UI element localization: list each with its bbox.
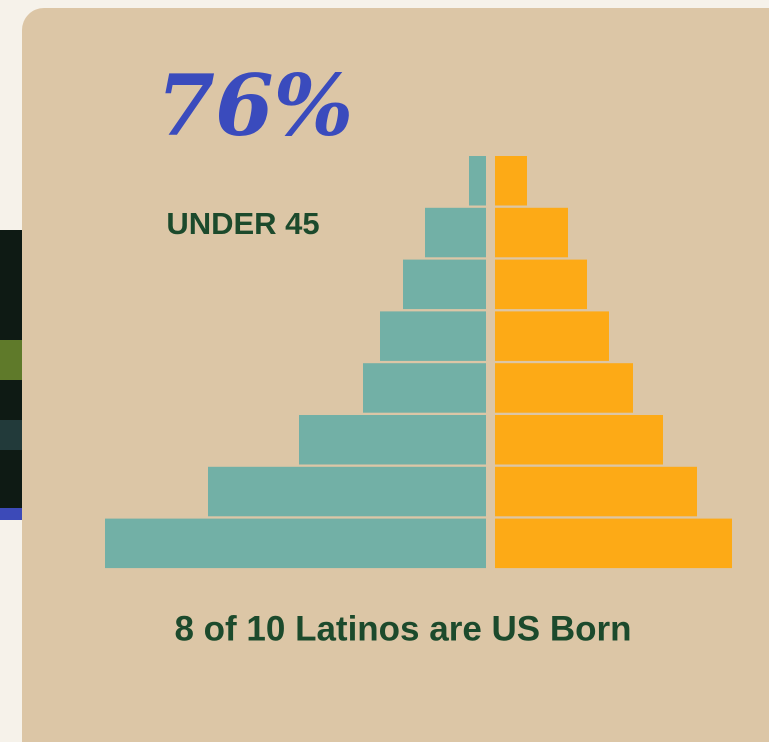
left-bar	[105, 519, 486, 569]
left-bar	[299, 415, 486, 465]
right-bar	[495, 311, 609, 361]
right-bar	[495, 208, 568, 257]
right-bar	[495, 363, 633, 413]
left-bar	[425, 208, 486, 257]
headline: 76%	[157, 56, 354, 155]
left-bar	[403, 260, 486, 310]
photo-fragment	[0, 230, 22, 520]
right-bar	[495, 519, 732, 569]
left-bar	[469, 156, 486, 206]
right-bar	[495, 260, 587, 310]
page: {"chart_data": {"type": "pyramid", "head…	[0, 0, 769, 742]
left-bar	[380, 311, 486, 361]
left-bar	[363, 363, 486, 413]
caption: 8 of 10 Latinos are US Born	[174, 609, 631, 648]
subheadline: UNDER 45	[166, 206, 319, 241]
right-bar	[495, 415, 663, 465]
infographic: 76% UNDER 45 8 of 10 Latinos are US Born	[0, 0, 769, 742]
right-bar	[495, 156, 527, 206]
left-bar	[208, 467, 486, 517]
right-bar	[495, 467, 697, 517]
